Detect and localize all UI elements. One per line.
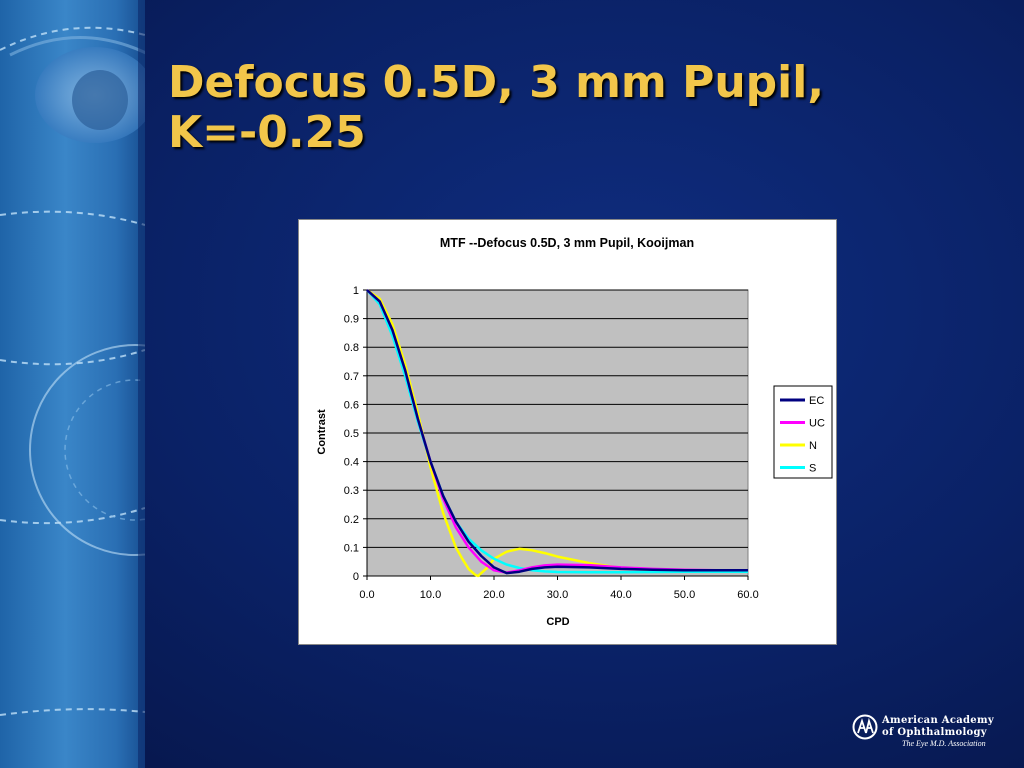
aao-logo: American Academy of Ophthalmology The Ey… <box>852 712 1002 752</box>
x-tick-label: 40.0 <box>610 589 631 601</box>
y-tick-label: 0.6 <box>344 399 359 411</box>
legend-label-uc: UC <box>809 418 825 430</box>
series-line-ec <box>366 289 748 575</box>
x-axis-label: CPD <box>546 616 569 628</box>
y-tick-label: 0 <box>353 571 359 583</box>
y-axis-label: Contrast <box>316 409 328 455</box>
x-tick-label: 60.0 <box>737 589 758 601</box>
mtf-chart-svg: MTF --Defocus 0.5D, 3 mm Pupil, Kooijman… <box>316 236 833 628</box>
aao-monogram-icon <box>852 714 878 740</box>
mtf-chart: MTF --Defocus 0.5D, 3 mm Pupil, Kooijman… <box>298 219 837 645</box>
y-tick-label: 0.7 <box>344 371 359 383</box>
y-tick-label: 0.1 <box>344 542 359 554</box>
y-tick-label: 0.9 <box>344 314 359 326</box>
y-tick-label: 0.8 <box>344 342 359 354</box>
x-tick-label: 50.0 <box>674 589 695 601</box>
legend-label-n: N <box>809 440 817 452</box>
logo-line-2: of Ophthalmology <box>882 727 987 738</box>
x-tick-label: 20.0 <box>483 589 504 601</box>
y-tick-label: 0.5 <box>344 428 359 440</box>
x-tick-label: 10.0 <box>420 589 441 601</box>
slide-title: Defocus 0.5D, 3 mm Pupil, K=-0.25 <box>168 57 825 158</box>
y-tick-label: 0.3 <box>344 485 359 497</box>
chart-title: MTF --Defocus 0.5D, 3 mm Pupil, Kooijman <box>440 236 694 250</box>
y-tick-label: 0.4 <box>344 457 359 469</box>
logo-tagline: The Eye M.D. Association <box>902 739 986 748</box>
decorative-eye-panel <box>0 0 145 768</box>
y-tick-label: 0.2 <box>344 514 359 526</box>
logo-line-1: American Academy <box>882 715 994 726</box>
x-tick-label: 0.0 <box>359 589 374 601</box>
x-tick-label: 30.0 <box>547 589 568 601</box>
legend-label-ec: EC <box>809 395 824 407</box>
eye-graphic-icon <box>0 0 145 768</box>
y-tick-label: 1 <box>353 285 359 297</box>
legend-label-s: S <box>809 463 816 475</box>
